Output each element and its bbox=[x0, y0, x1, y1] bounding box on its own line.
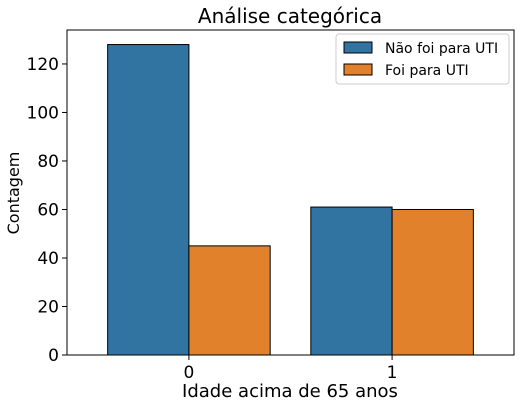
y-axis-label: Contagem bbox=[4, 152, 23, 235]
legend-label-1: Foi para UTI bbox=[385, 63, 469, 79]
y-tick-label-80: 80 bbox=[37, 152, 59, 172]
chart-title: Análise categórica bbox=[198, 4, 382, 28]
y-tick-label-100: 100 bbox=[27, 103, 59, 123]
x-tick-label-0: 0 bbox=[183, 363, 194, 383]
y-tick-label-120: 120 bbox=[27, 55, 59, 75]
legend-swatch-1 bbox=[343, 63, 373, 76]
legend-swatch-0 bbox=[343, 41, 373, 54]
y-tick-label-60: 60 bbox=[37, 200, 59, 220]
bar-nao-foi-uti-cat-1 bbox=[310, 206, 393, 356]
y-tick-label-0: 0 bbox=[48, 346, 59, 366]
plot-frame bbox=[66, 29, 515, 356]
y-tick-label-40: 40 bbox=[37, 249, 59, 269]
x-tick-label-1: 1 bbox=[387, 363, 398, 383]
legend: Não foi para UTI Foi para UTI bbox=[335, 33, 510, 85]
legend-label-0: Não foi para UTI bbox=[385, 41, 498, 57]
bar-nao-foi-uti-cat-0 bbox=[107, 44, 190, 356]
y-tick-label-20: 20 bbox=[37, 297, 59, 317]
legend-box bbox=[335, 33, 510, 85]
y-axis: 0 20 40 60 80 100 120 bbox=[27, 55, 67, 366]
bar-foi-uti-cat-1 bbox=[391, 208, 474, 356]
x-axis-label: Idade acima de 65 anos bbox=[182, 381, 398, 402]
bar-foi-uti-cat-0 bbox=[188, 245, 271, 356]
bars-group bbox=[107, 44, 474, 356]
